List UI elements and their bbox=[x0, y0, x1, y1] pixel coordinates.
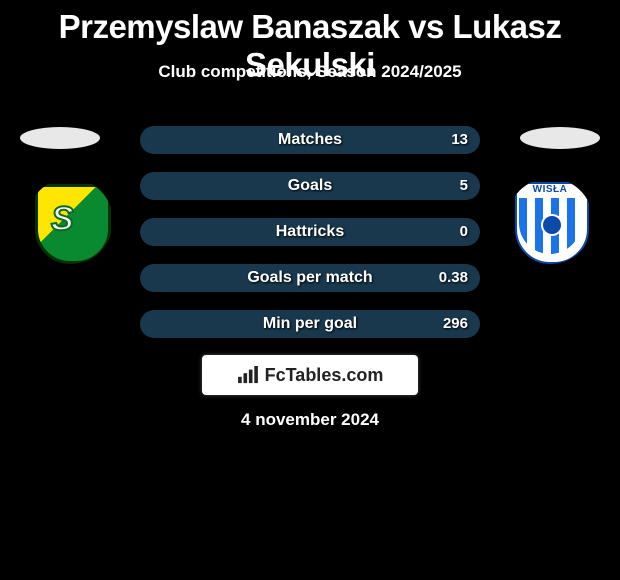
snapshot-date: 4 november 2024 bbox=[0, 410, 620, 430]
stat-row: Goals5 bbox=[140, 172, 480, 200]
stat-row: Matches13 bbox=[140, 126, 480, 154]
stat-row: Goals per match0.38 bbox=[140, 264, 480, 292]
stat-row: Min per goal296 bbox=[140, 310, 480, 338]
stat-row: Hattricks0 bbox=[140, 218, 480, 246]
right-player-disc bbox=[520, 127, 600, 149]
stat-value: 5 bbox=[460, 172, 468, 200]
bar-chart-icon bbox=[237, 366, 259, 384]
left-player-disc bbox=[20, 127, 100, 149]
stats-rows: Matches13 Goals5 Hattricks0 Goals per match… bbox=[140, 126, 480, 356]
stat-label: Matches bbox=[140, 126, 480, 154]
comparison-card: Przemyslaw Banaszak vs Lukasz Sekulski C… bbox=[0, 0, 620, 580]
right-club-logo: WISŁA bbox=[507, 178, 593, 264]
stat-value: 0 bbox=[460, 218, 468, 246]
stat-label: Goals bbox=[140, 172, 480, 200]
brand-text: FcTables.com bbox=[265, 365, 384, 386]
stat-label: Hattricks bbox=[140, 218, 480, 246]
gks-shield-icon: S bbox=[27, 178, 113, 264]
stat-value: 296 bbox=[443, 310, 468, 338]
stat-label: Goals per match bbox=[140, 264, 480, 292]
wisla-shield-icon: WISŁA bbox=[507, 178, 593, 264]
left-club-logo: S bbox=[27, 178, 113, 264]
stat-label: Min per goal bbox=[140, 310, 480, 338]
brand-badge[interactable]: FcTables.com bbox=[202, 355, 418, 395]
stat-value: 0.38 bbox=[439, 264, 468, 292]
stat-value: 13 bbox=[451, 126, 468, 154]
competition-subtitle: Club competitions, Season 2024/2025 bbox=[0, 62, 620, 82]
